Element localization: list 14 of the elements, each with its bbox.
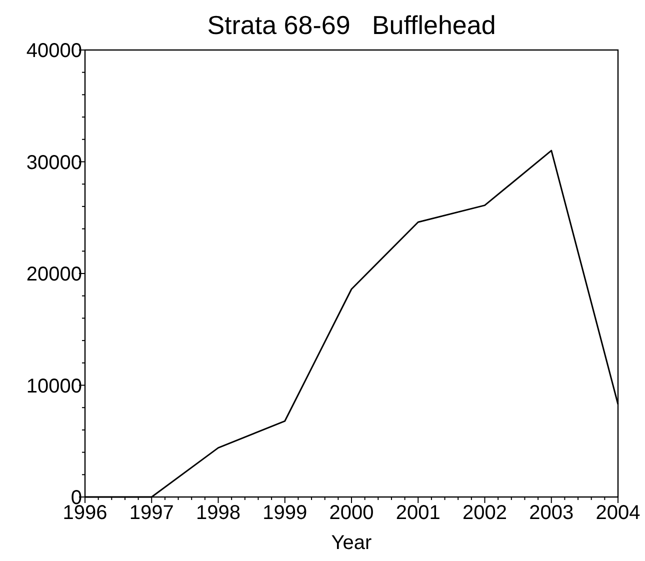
x-tick-label: 2003	[529, 502, 574, 524]
x-tick-label: 2000	[329, 502, 374, 524]
x-tick-label: 2004	[596, 502, 640, 524]
x-tick-label: 1998	[196, 502, 240, 524]
y-tick-label: 20000	[26, 264, 82, 286]
x-tick-label: 2002	[462, 502, 507, 524]
chart-title: Strata 68-69 Bufflehead	[207, 10, 496, 40]
x-tick-label: 2001	[396, 502, 440, 524]
x-axis-title: Year	[331, 532, 372, 554]
x-tick-label: 1999	[262, 502, 308, 524]
y-tick-label: 40000	[26, 40, 82, 62]
y-tick-label: 10000	[26, 375, 82, 398]
x-tick-label: 1997	[129, 502, 174, 524]
y-tick-label: 30000	[26, 152, 82, 174]
